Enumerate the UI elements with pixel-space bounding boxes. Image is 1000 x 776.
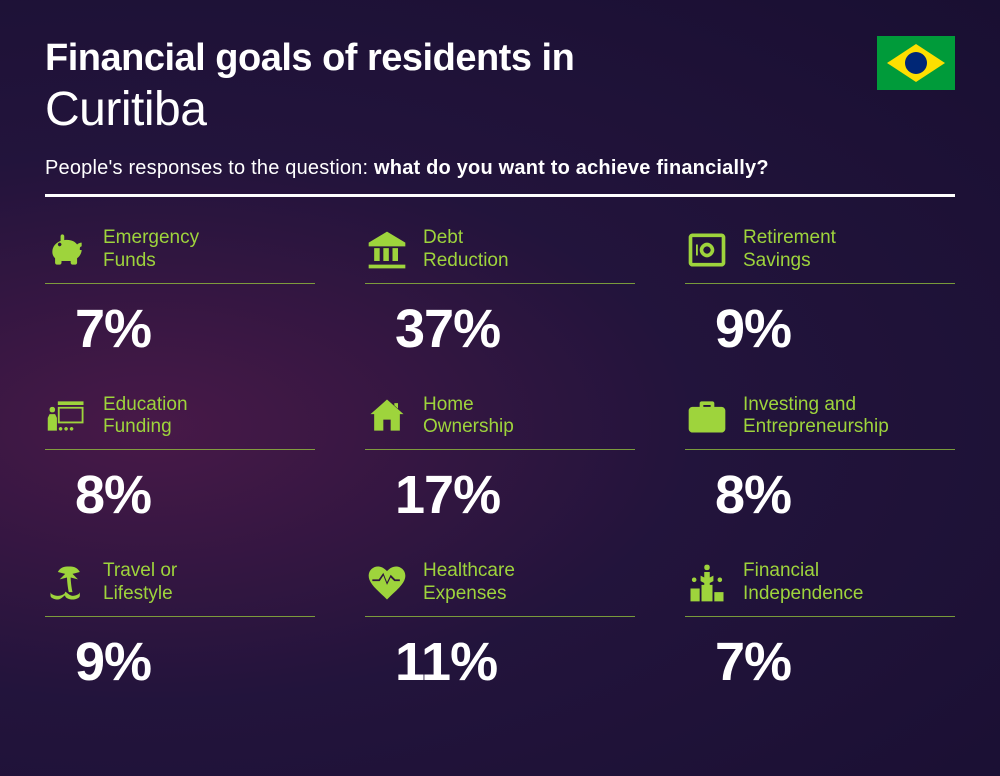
- title-prefix: Financial goals of residents in: [45, 38, 955, 80]
- goal-label: Investing andEntrepreneurship: [743, 394, 889, 440]
- presentation-icon: [45, 394, 89, 438]
- goal-debt-reduction: DebtReduction 37%: [365, 227, 635, 360]
- goal-label: EducationFunding: [103, 394, 188, 440]
- podium-icon: [685, 561, 729, 605]
- goal-value: 8%: [75, 464, 315, 526]
- goal-value: 9%: [715, 298, 955, 360]
- header: Financial goals of residents in Curitiba…: [45, 38, 955, 180]
- goals-grid: EmergencyFunds 7% DebtReduction 37% Reti…: [45, 227, 955, 693]
- title-city: Curitiba: [45, 82, 955, 137]
- bank-icon: [365, 228, 409, 272]
- goal-healthcare-expenses: HealthcareExpenses 11%: [365, 560, 635, 693]
- brazil-flag: [877, 36, 955, 90]
- goal-value: 17%: [395, 464, 635, 526]
- goal-retirement-savings: RetirementSavings 9%: [685, 227, 955, 360]
- goal-label: FinancialIndependence: [743, 560, 863, 606]
- goal-value: 7%: [715, 631, 955, 693]
- subtitle-question: what do you want to achieve financially?: [374, 157, 769, 179]
- goal-label: EmergencyFunds: [103, 227, 199, 273]
- goal-value: 37%: [395, 298, 635, 360]
- goal-label: DebtReduction: [423, 227, 509, 273]
- goal-value: 7%: [75, 298, 315, 360]
- goal-label: HealthcareExpenses: [423, 560, 515, 606]
- briefcase-icon: [685, 394, 729, 438]
- goal-emergency-funds: EmergencyFunds 7%: [45, 227, 315, 360]
- goal-label: Travel orLifestyle: [103, 560, 177, 606]
- goal-education-funding: EducationFunding 8%: [45, 394, 315, 527]
- goal-value: 11%: [395, 631, 635, 693]
- subtitle-prefix: People's responses to the question:: [45, 157, 374, 179]
- house-icon: [365, 394, 409, 438]
- subtitle: People's responses to the question: what…: [45, 157, 955, 180]
- goal-label: RetirementSavings: [743, 227, 836, 273]
- goal-home-ownership: HomeOwnership 17%: [365, 394, 635, 527]
- piggy-bank-icon: [45, 228, 89, 272]
- divider: [45, 194, 955, 197]
- goal-label: HomeOwnership: [423, 394, 514, 440]
- goal-investing-entrepreneurship: Investing andEntrepreneurship 8%: [685, 394, 955, 527]
- heart-pulse-icon: [365, 561, 409, 605]
- goal-value: 8%: [715, 464, 955, 526]
- goal-value: 9%: [75, 631, 315, 693]
- goal-financial-independence: FinancialIndependence 7%: [685, 560, 955, 693]
- palm-tree-icon: [45, 561, 89, 605]
- safe-icon: [685, 228, 729, 272]
- goal-travel-lifestyle: Travel orLifestyle 9%: [45, 560, 315, 693]
